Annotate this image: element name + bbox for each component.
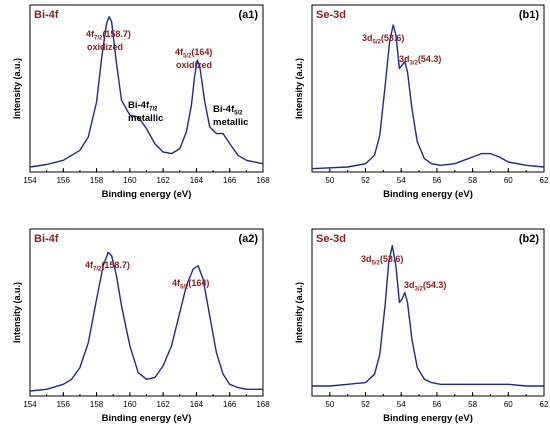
x-axis-label: Binding energy (eV) (383, 189, 473, 200)
peak-annotation: 4f5/2(164) (175, 47, 212, 60)
peak-annotation-state: oxidized (176, 60, 212, 70)
plot-frame (311, 228, 545, 397)
plot-frame (29, 228, 264, 397)
peak-annotation-state: metallic (213, 117, 248, 128)
x-axis-label: Binding energy (eV) (383, 413, 473, 424)
x-tick-label: 58 (468, 400, 477, 409)
peak-annotation: 3d5/2(53.6) (361, 254, 403, 267)
peak-annotation-state: oxidized (87, 42, 123, 52)
x-tick-label: 154 (23, 176, 37, 185)
peak-annotation: 4f7/2(158.7) (86, 29, 131, 42)
x-tick-label: 50 (325, 400, 334, 409)
panel-label: (a2) (238, 233, 258, 245)
x-tick-label: 54 (397, 176, 406, 185)
x-tick-label: 154 (23, 400, 37, 409)
panel-b1: 50 52 54 56 58 60 62 Binding energy (eV) Intensi… (294, 4, 549, 200)
x-tick-label: 62 (540, 176, 549, 185)
x-tick-label: 50 (325, 176, 334, 185)
x-axis-label: Binding energy (eV) (102, 413, 192, 424)
y-axis-label: Intensity (a.u.) (294, 282, 304, 343)
x-tick-label: 162 (156, 176, 170, 185)
spectrum-line (312, 244, 544, 387)
peak-annotation: Bi-4f7/2 (128, 100, 158, 113)
x-tick-label: 60 (504, 400, 513, 409)
peak-annotation: 4f5/2(164) (172, 278, 209, 291)
x-tick-label: 56 (432, 176, 441, 185)
x-tick-label: 56 (432, 400, 441, 409)
plot-frame (29, 4, 264, 173)
y-axis-label: Intensity (a.u.) (294, 58, 304, 119)
x-tick-label: 160 (123, 400, 137, 409)
x-tick-label: 156 (57, 176, 71, 185)
element-tag: Bi-4f (34, 233, 59, 245)
x-tick-label: 160 (123, 176, 137, 185)
panel-label: (a1) (238, 9, 258, 21)
panel-a2: 154 156 158 160 162 164 166 168 Binding energy (… (12, 228, 270, 424)
peak-annotation: 3d5/2(53.6) (362, 33, 404, 46)
spectrum-line (311, 24, 545, 170)
x-tick-label: 158 (90, 176, 104, 185)
element-tag: Bi-4f (34, 9, 59, 21)
x-tick-label: 166 (223, 176, 237, 185)
y-axis-label: Intensity (a.u.) (12, 58, 22, 119)
x-tick-label: 52 (361, 400, 370, 409)
y-axis-label: Intensity (a.u.) (12, 282, 22, 343)
x-tick-label: 164 (190, 176, 204, 185)
panel-label: (b2) (519, 233, 540, 245)
x-tick-label: 158 (90, 400, 104, 409)
x-tick-label: 164 (190, 400, 204, 409)
x-tick-label: 62 (540, 400, 549, 409)
peak-annotation: 3d3/2(54.3) (399, 54, 441, 67)
panel-b2: 50 52 54 56 58 60 62 Binding energy (eV) Intensi… (294, 228, 549, 424)
panel-a1: 154 156 158 160 162 164 166 168 Binding energy (… (12, 4, 270, 200)
x-tick-label: 58 (468, 176, 477, 185)
peak-annotation: Bi-4f5/2 (213, 104, 243, 117)
plot-frame (311, 4, 545, 173)
x-tick-label: 168 (256, 176, 270, 185)
x-tick-label: 168 (256, 400, 270, 409)
panel-label: (b1) (519, 9, 540, 21)
element-tag: Se-3d (316, 9, 346, 21)
x-tick-label: 162 (156, 400, 170, 409)
peak-annotation: 4f7/2(158.7) (85, 260, 130, 273)
x-axis-label: Binding energy (eV) (102, 189, 192, 200)
x-tick-label: 166 (223, 400, 237, 409)
peak-annotation-state: metallic (128, 113, 163, 124)
element-tag: Se-3d (316, 233, 346, 245)
spectrum-line (29, 16, 264, 168)
x-tick-label: 60 (504, 176, 513, 185)
peak-annotation: 3d3/2(54.3) (404, 280, 446, 293)
x-tick-label: 156 (57, 400, 71, 409)
x-tick-label: 52 (361, 176, 370, 185)
spectrum-line (29, 251, 263, 392)
x-tick-label: 54 (397, 400, 406, 409)
